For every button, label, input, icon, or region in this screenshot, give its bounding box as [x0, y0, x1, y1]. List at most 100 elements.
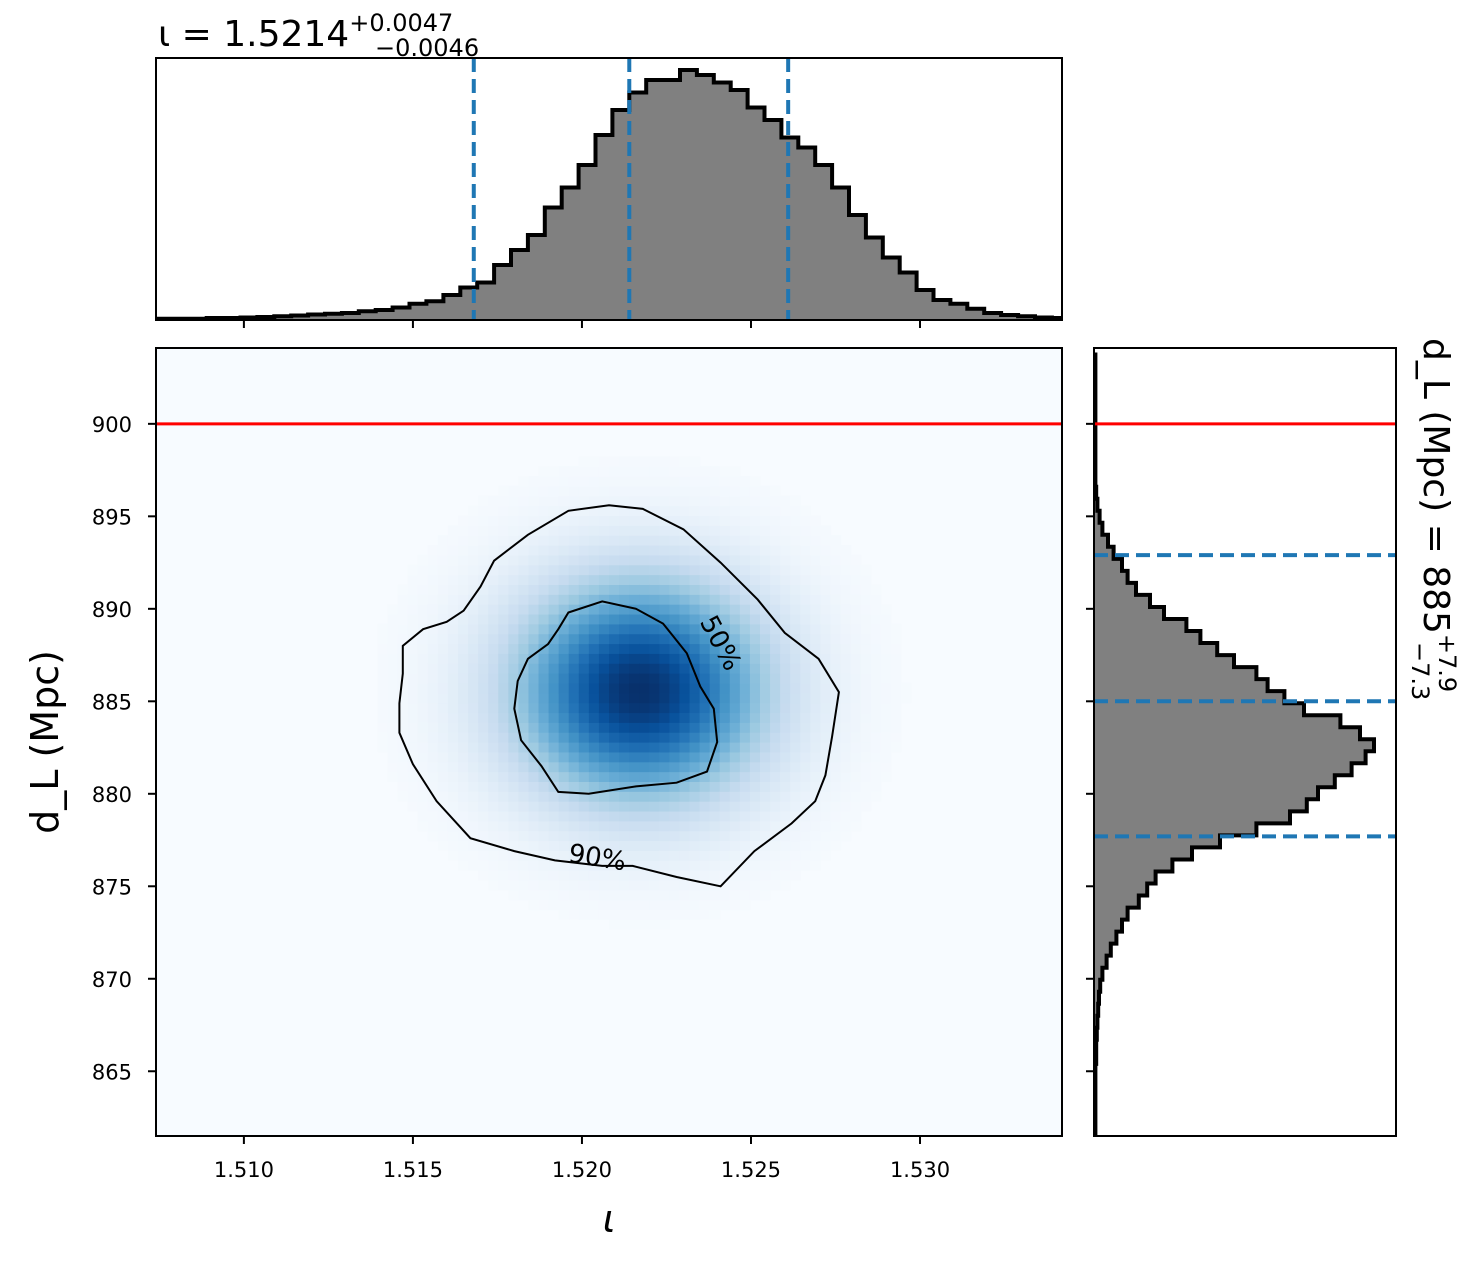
heatmap-cell	[790, 860, 801, 871]
heatmap-cell	[659, 485, 670, 497]
heatmap-cell	[699, 663, 711, 674]
heatmap-cell	[729, 633, 741, 645]
heatmap-cell	[689, 899, 701, 911]
heatmap-cell	[629, 594, 640, 605]
heatmap-cell	[417, 604, 429, 615]
heatmap-cell	[770, 663, 781, 674]
heatmap-cell	[578, 584, 590, 595]
heatmap-cell	[830, 722, 842, 733]
heatmap-cell	[790, 801, 801, 812]
heatmap-cell	[840, 771, 852, 782]
heatmap-cell	[468, 791, 479, 802]
heatmap-cell	[719, 682, 731, 694]
heatmap-cell	[649, 820, 660, 832]
heatmap-cell	[619, 643, 630, 654]
heatmap-cell	[397, 781, 409, 792]
heatmap-cell	[528, 781, 540, 792]
heatmap-cell	[840, 673, 852, 684]
heatmap-cell	[387, 692, 399, 704]
heatmap-cell	[498, 643, 509, 654]
heatmap-cell	[498, 692, 509, 704]
heatmap-cell	[840, 791, 852, 802]
heatmap-cell	[639, 682, 650, 694]
heatmap-cell	[478, 525, 489, 536]
heatmap-cell	[870, 623, 882, 635]
heatmap-cell	[810, 613, 821, 625]
heatmap-cell	[478, 781, 489, 792]
heatmap-cell	[598, 909, 610, 920]
heatmap-cell	[850, 653, 862, 664]
heatmap-cell	[639, 722, 650, 733]
heatmap-cell	[538, 554, 550, 566]
heatmap-cell	[719, 722, 731, 733]
heatmap-cell	[417, 594, 429, 605]
heatmap-cell	[840, 830, 852, 842]
heatmap-cell	[739, 535, 751, 546]
heatmap-cell	[669, 653, 681, 664]
heatmap-cell	[860, 742, 872, 753]
heatmap-cell	[780, 633, 791, 645]
heatmap-cell	[568, 801, 580, 812]
heatmap-cell	[488, 515, 499, 526]
heatmap-cell	[820, 623, 832, 635]
heatmap-cell	[749, 820, 761, 832]
heatmap-cell	[880, 613, 892, 625]
heatmap-cell	[770, 751, 781, 763]
heatmap-cell	[820, 613, 832, 625]
heatmap-cell	[840, 682, 852, 694]
heatmap-cell	[689, 643, 701, 654]
heatmap-cell	[488, 682, 499, 694]
heatmap-cell	[709, 682, 721, 694]
heatmap-cell	[548, 682, 560, 694]
heatmap-cell	[800, 515, 811, 526]
heatmap-cell	[649, 751, 660, 763]
heatmap-cell	[760, 820, 771, 832]
heatmap-cell	[528, 623, 540, 635]
heatmap-cell	[860, 653, 872, 664]
heatmap-cell	[669, 801, 681, 812]
heatmap-cell	[558, 801, 570, 812]
heatmap-cell	[588, 870, 600, 881]
heatmap-cell	[609, 850, 620, 861]
heatmap-cell	[447, 830, 459, 842]
heatmap-cell	[578, 663, 590, 674]
heatmap-cell	[437, 682, 449, 694]
heatmap-cell	[558, 505, 570, 517]
heatmap-cell	[739, 899, 751, 911]
heatmap-cell	[860, 673, 872, 684]
heatmap-cell	[669, 564, 681, 576]
heatmap-cell	[478, 682, 489, 694]
heatmap-cell	[739, 643, 751, 654]
heatmap-cell	[498, 535, 509, 546]
heatmap-cell	[830, 623, 842, 635]
heatmap-cell	[689, 889, 701, 901]
heatmap-cell	[890, 702, 902, 714]
heatmap-cell	[689, 850, 701, 861]
heatmap-cell	[558, 712, 570, 723]
heatmap-cell	[649, 525, 660, 536]
heatmap-cell	[578, 791, 590, 802]
right-title-base: d_L (Mpc) = 885	[1415, 338, 1456, 634]
heatmap-cell	[558, 525, 570, 536]
heatmap-cell	[377, 653, 389, 664]
heatmap-cell	[890, 722, 902, 733]
heatmap-cell	[427, 761, 439, 773]
heatmap-cell	[749, 830, 761, 842]
heatmap-cell	[850, 751, 862, 763]
heatmap-cell	[397, 613, 409, 625]
heatmap-cell	[447, 564, 459, 576]
heatmap-cell	[649, 870, 660, 881]
heatmap-cell	[468, 505, 479, 517]
heatmap-cell	[568, 732, 580, 743]
heatmap-cell	[739, 870, 751, 881]
heatmap-cell	[810, 751, 821, 763]
heatmap-cell	[518, 604, 530, 615]
heatmap-cell	[719, 870, 731, 881]
heatmap-cell	[609, 909, 620, 920]
heatmap-cell	[518, 653, 530, 664]
top-title-base: ι = 1.5214	[158, 14, 349, 55]
heatmap-cell	[558, 702, 570, 714]
heatmap-cell	[830, 545, 842, 556]
heatmap-cell	[679, 751, 691, 763]
heatmap-cell	[578, 889, 590, 901]
